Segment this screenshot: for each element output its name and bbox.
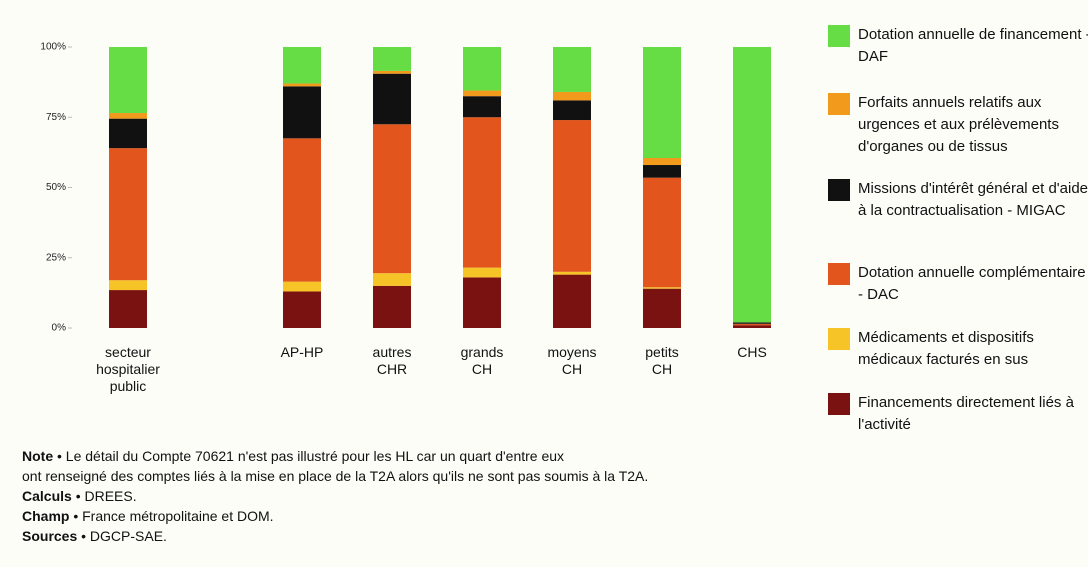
x-tick-label: moyens CH <box>547 344 597 377</box>
legend-swatch <box>828 328 850 350</box>
bar-segment <box>109 280 147 291</box>
note-text: • DREES. <box>75 488 137 504</box>
bar-segment <box>463 96 501 118</box>
note-line: Sources • DGCP-SAE. <box>22 526 167 546</box>
bar-segment <box>733 47 771 323</box>
note-line: Champ • France métropolitaine et DOM. <box>22 506 274 526</box>
note-line: Calculs • DREES. <box>22 486 137 506</box>
legend-label: Médicaments et dispositifs médicaux fact… <box>858 329 1034 368</box>
bar-segment <box>109 113 147 119</box>
bar-segment <box>463 117 501 268</box>
bar-segment <box>373 124 411 274</box>
bar-segment <box>109 148 147 281</box>
chart: 0% 25% 50% 75% 100% <box>40 42 771 334</box>
note-text: ont renseigné des comptes liés à la mise… <box>22 468 649 484</box>
y-tick-label: 100% <box>40 42 66 53</box>
note-text: • DGCP-SAE. <box>81 528 167 544</box>
legend-swatch <box>828 93 850 115</box>
legend-swatch <box>828 393 850 415</box>
bar-segment <box>109 290 147 328</box>
note-text: • Le détail du Compte 70621 n'est pas il… <box>57 448 565 464</box>
bar-segment <box>283 47 321 84</box>
bar-segment <box>283 138 321 282</box>
bar-segment <box>553 120 591 272</box>
bar-segment <box>283 281 321 292</box>
bar-segment <box>643 287 681 289</box>
legend-swatch <box>828 179 850 201</box>
x-tick-label: AP-HP <box>280 344 324 360</box>
legend-label: Forfaits annuels relatifs aux urgences e… <box>858 94 1059 155</box>
legend-label: Dotation annuelle complémentaire - DAC <box>858 264 1086 303</box>
bar-segment <box>553 91 591 101</box>
bar-segment <box>553 271 591 275</box>
y-tick-label: 50% <box>46 182 66 193</box>
bar-segment <box>373 273 411 286</box>
bar-segment <box>109 47 147 114</box>
bar-segment <box>109 118 147 149</box>
legend-swatch <box>828 25 850 47</box>
y-tick-label: 25% <box>46 252 66 263</box>
bar-segment <box>463 90 501 97</box>
bar-segment <box>373 285 411 328</box>
x-tick-label: CHS <box>737 344 767 360</box>
bar-segment <box>643 165 681 178</box>
note-line: Note • Le détail du Compte 70621 n'est p… <box>22 446 564 466</box>
bar-segment <box>463 277 501 328</box>
bar-segment <box>643 47 681 158</box>
note-label: Sources <box>22 528 78 544</box>
bar-segment <box>553 100 591 121</box>
note-text: • France métropolitaine et DOM. <box>73 508 274 524</box>
bar-segment <box>463 267 501 278</box>
y-tick-label: 0% <box>52 323 67 334</box>
bar-segment <box>733 323 771 326</box>
x-tick-label: secteur hospitalier public <box>96 344 160 394</box>
bar-segment <box>643 157 681 166</box>
legend-swatch <box>828 263 850 285</box>
note-label: Calculs <box>22 488 72 504</box>
bar-segment <box>373 47 411 71</box>
x-tick-label: petits CH <box>645 344 679 377</box>
bar-segment <box>733 322 771 324</box>
note-label: Champ <box>22 508 70 524</box>
bar-segment <box>283 291 321 328</box>
bar-segment <box>553 47 591 92</box>
note-label: Note <box>22 448 54 464</box>
note-line: ont renseigné des comptes liés à la mise… <box>22 466 648 486</box>
legend-label: Dotation annuelle de financement - DAF <box>858 26 1088 65</box>
x-tick-label: autres CHR <box>372 344 412 377</box>
bar-segment <box>553 274 591 328</box>
bar-segment <box>643 288 681 328</box>
y-tick-label: 75% <box>46 112 66 123</box>
bar-segment <box>463 47 501 91</box>
bar-segment <box>283 86 321 139</box>
x-tick-label: grands CH <box>460 344 504 377</box>
bar-segment <box>373 70 411 74</box>
legend-label: Financements directement liés à l'activi… <box>858 394 1074 433</box>
bar-segment <box>373 73 411 125</box>
bar-segment <box>643 177 681 288</box>
legend-label: Missions d'intérêt général et d'aide à l… <box>858 180 1088 219</box>
bar-segment <box>733 325 771 328</box>
bar-segment <box>283 83 321 87</box>
